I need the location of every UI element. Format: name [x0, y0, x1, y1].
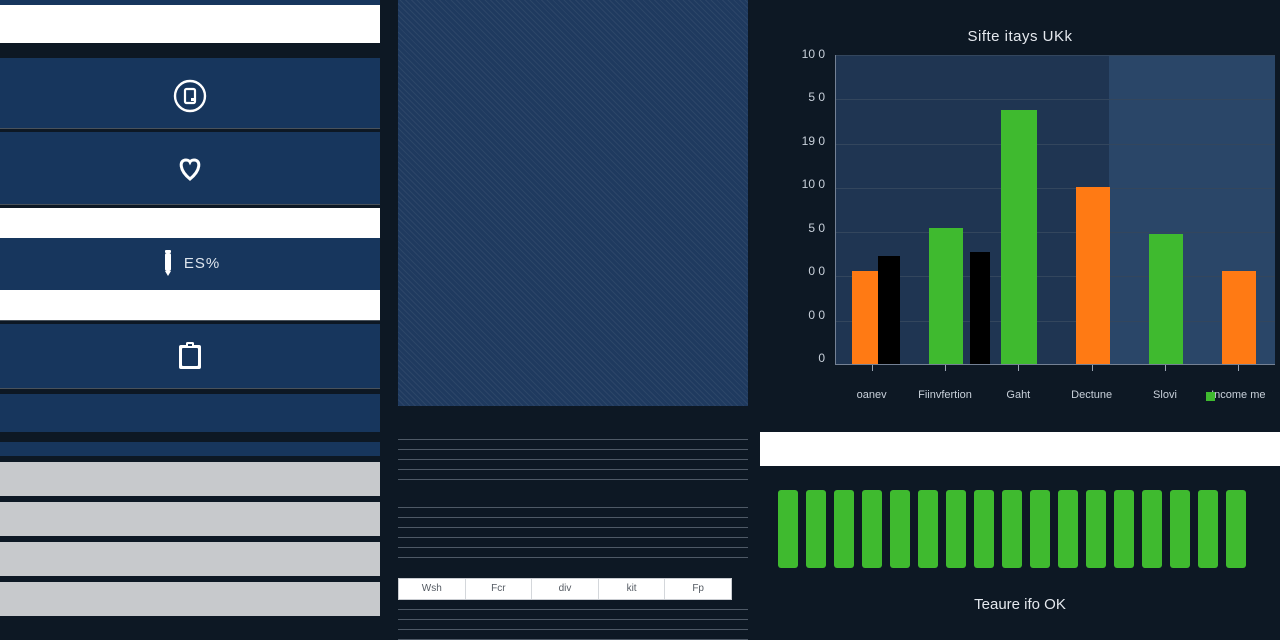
sidebar-item[interactable]: [0, 150, 380, 186]
chart-bar: [878, 256, 900, 365]
x-tick: [1092, 365, 1093, 371]
sidebar-strip: [0, 208, 380, 238]
sparkbar: [806, 490, 826, 568]
sparkbar: [1086, 490, 1106, 568]
white-bar: [760, 432, 1280, 466]
x-tick: [872, 365, 873, 371]
sparkbar: [834, 490, 854, 568]
sidebar-strip: [0, 502, 380, 536]
y-tick-label: 5 0: [808, 90, 825, 104]
chart-plot: [835, 55, 1275, 365]
sparkbar: [1142, 490, 1162, 568]
sparkbar: [918, 490, 938, 568]
y-axis: 10 0 5 0 19 0 10 0 5 0 0 0 0 0 0: [760, 47, 825, 365]
sparkbars: [778, 490, 1246, 568]
sidebar-strip: [0, 5, 380, 43]
x-tick-label: Fiinvfertion: [908, 389, 981, 401]
x-tick: [945, 365, 946, 371]
sidebar-item[interactable]: [0, 78, 380, 114]
table-header: kit: [599, 579, 666, 599]
sidebar-strip: [0, 542, 380, 576]
y-tick-label: 10 0: [802, 177, 825, 191]
table-header: div: [532, 579, 599, 599]
gridline: [836, 276, 1275, 277]
sparkbar: [974, 490, 994, 568]
clipboard-icon: [176, 341, 204, 371]
chart-bar: [1222, 271, 1256, 364]
x-tick-label: Slovi: [1128, 389, 1201, 401]
sidebar-item[interactable]: ES%: [0, 248, 380, 278]
x-tick: [1165, 365, 1166, 371]
y-tick-label: 0: [818, 351, 825, 365]
mini-table: WshFcrdivkitFp: [398, 578, 732, 600]
legend-marker-icon: [1206, 392, 1215, 401]
chart-bar: [970, 252, 990, 364]
sparkbar: [1226, 490, 1246, 568]
x-tick-label: Dectune: [1055, 389, 1128, 401]
sparkbar: [778, 490, 798, 568]
sidebar-strip: [0, 43, 380, 58]
gridline: [836, 55, 1275, 56]
table-header: Fcr: [466, 579, 533, 599]
y-tick-label: 10 0: [802, 47, 825, 61]
sparkbar: [1198, 490, 1218, 568]
gridline: [836, 144, 1275, 145]
pencil-icon: [160, 249, 176, 277]
sidebar-divider: [0, 320, 380, 321]
gridline: [836, 232, 1275, 233]
sidebar-divider: [0, 204, 380, 205]
chart-bar: [1001, 110, 1037, 364]
chart-bar: [852, 271, 878, 364]
sidebar: ES%: [0, 0, 380, 640]
sparkbar: [1170, 490, 1190, 568]
chart-bar: [929, 228, 963, 364]
sidebar-strip: [0, 442, 380, 456]
sidebar-strip: [0, 394, 380, 432]
sparkbar: [1058, 490, 1078, 568]
sparkbar: [1030, 490, 1050, 568]
footer-label: Teaure ifo OK: [760, 596, 1280, 613]
sidebar-divider: [0, 128, 380, 129]
sidebar-strip: [0, 582, 380, 616]
sparkbar: [862, 490, 882, 568]
gridline: [836, 188, 1275, 189]
sidebar-strip: [0, 616, 380, 640]
x-tick-label: oanev: [835, 389, 908, 401]
gridline: [836, 99, 1275, 100]
y-tick-label: 0 0: [808, 308, 825, 322]
gridline: [836, 321, 1275, 322]
table-header: Wsh: [399, 579, 466, 599]
sidebar-strip: [0, 462, 380, 496]
y-tick-label: 5 0: [808, 221, 825, 235]
chart-bar: [1076, 187, 1110, 364]
table-header: Fp: [665, 579, 731, 599]
sparkbar: [1002, 490, 1022, 568]
chart-bar: [1149, 234, 1183, 364]
ruled-panel: [398, 600, 748, 640]
right-column: Sifte itays UKk 10 0 5 0 19 0 10 0 5 0 0 0 0 0…: [760, 0, 1280, 640]
ruled-panel: [398, 498, 748, 564]
heart-icon: [173, 151, 207, 185]
sidebar-item[interactable]: [0, 340, 380, 372]
sparkbar: [890, 490, 910, 568]
middle-column: WshFcrdivkitFp: [380, 0, 760, 640]
file-circle-icon: [173, 79, 207, 113]
sparkbar: [946, 490, 966, 568]
sidebar-item-label: ES%: [184, 255, 220, 272]
texture-panel: [398, 0, 748, 406]
x-tick: [1238, 365, 1239, 371]
ruled-panel: [398, 430, 748, 482]
x-tick-label: Gaht: [982, 389, 1055, 401]
sparkbar: [1114, 490, 1134, 568]
y-tick-label: 19 0: [802, 134, 825, 148]
sidebar-strip: [0, 290, 380, 320]
y-tick-label: 0 0: [808, 264, 825, 278]
chart-title: Sifte itays UKk: [760, 28, 1280, 45]
sidebar-strip: [0, 432, 380, 442]
sidebar-divider: [0, 388, 380, 389]
x-tick: [1018, 365, 1019, 371]
